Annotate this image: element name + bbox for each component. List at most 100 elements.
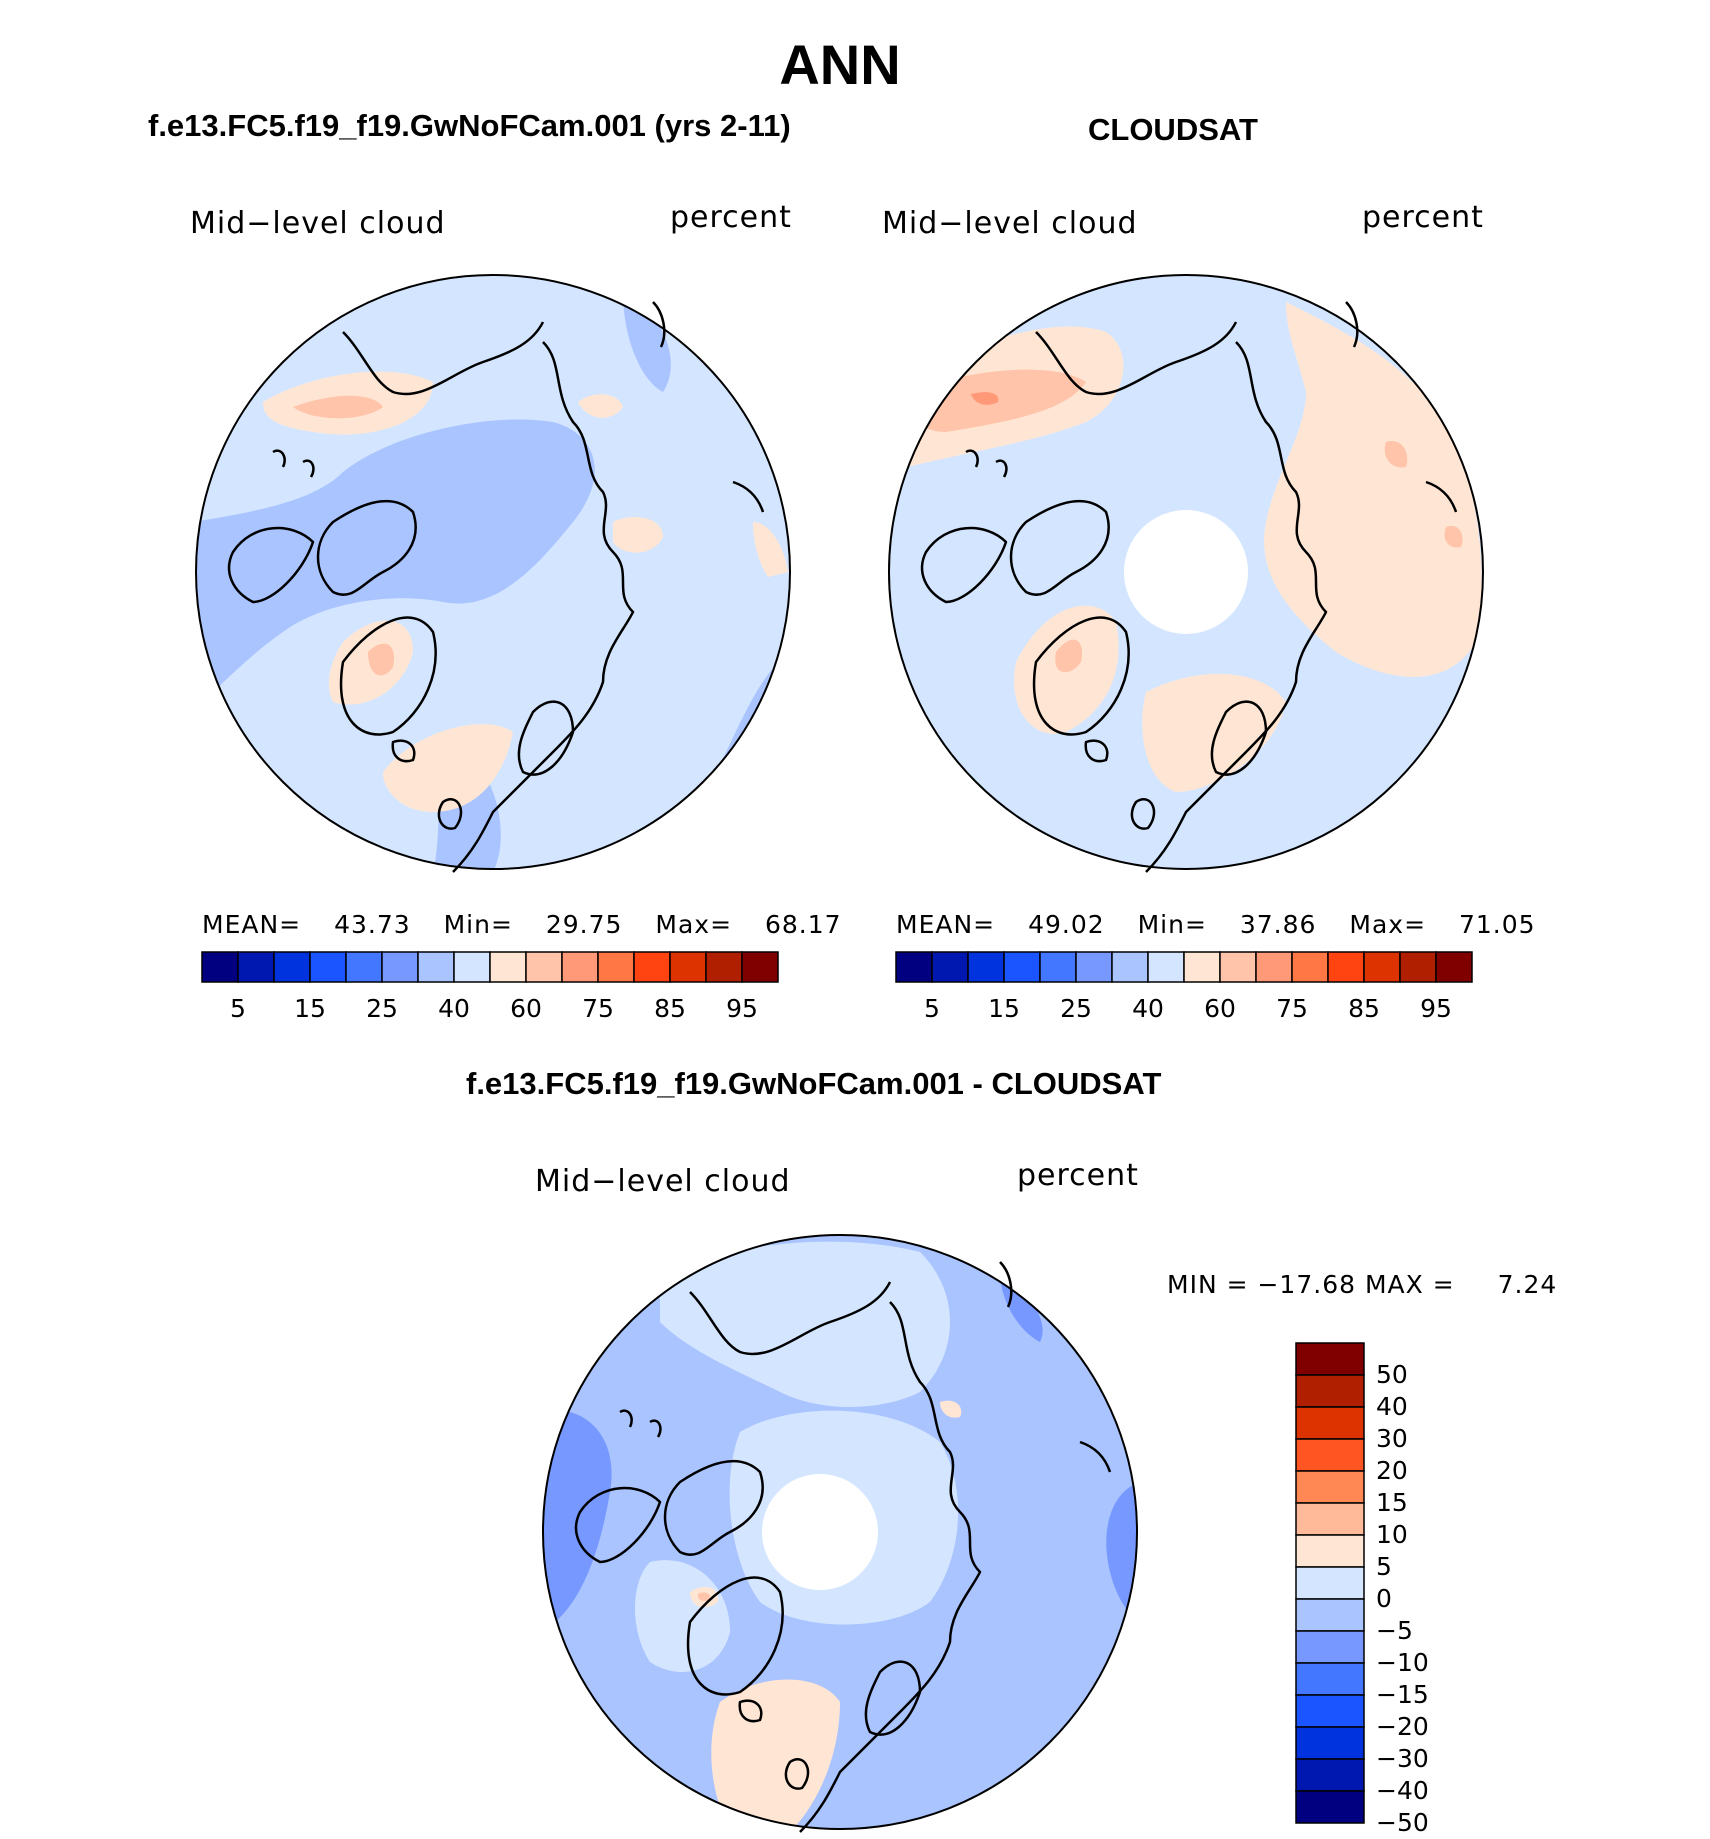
model-colorbar-box	[201, 951, 239, 983]
model-subtitle: f.e13.FC5.f19_f19.GwNoFCam.001 (yrs 2-11…	[148, 108, 791, 143]
diff-units-label: percent	[1017, 1158, 1139, 1193]
diff-colorbar-ticks: 50 40 30 20 15 10 5 0 −5 −10 −15 −20 −30 −40 −50	[1376, 1343, 1496, 1837]
obs-colorbar-box	[1327, 951, 1365, 983]
obs-max-label: Max=	[1349, 910, 1427, 939]
diff-field-light-north	[660, 1241, 950, 1407]
obs-variable-label: Mid−level cloud	[882, 206, 1138, 241]
model-field-salmon-greenland	[368, 643, 394, 676]
diff-max-value: 7.24	[1497, 1270, 1558, 1299]
model-coastlines	[227, 301, 765, 873]
model-colorbar-box	[525, 951, 563, 983]
obs-subtitle: CLOUDSAT	[1088, 112, 1258, 147]
obs-colorbar-box	[1147, 951, 1185, 983]
diff-colorbar-tick-label: 0	[1376, 1584, 1392, 1613]
obs-map	[888, 274, 1484, 873]
diff-stats: MIN = −17.68 MAX = 7.24	[1167, 1270, 1557, 1299]
diff-colorbar-box	[1295, 1598, 1365, 1632]
obs-colorbar-tick-label: 5	[924, 994, 940, 1023]
model-colorbar-tick-label: 95	[726, 994, 758, 1023]
diff-colorbar-tick-label: −30	[1376, 1744, 1429, 1773]
diff-colorbar-box	[1295, 1790, 1365, 1824]
obs-field-salmon-east-1	[1384, 441, 1408, 468]
model-colorbar-box	[381, 951, 419, 983]
obs-field-peach-east	[1264, 302, 1482, 677]
model-max-label: Max=	[655, 910, 733, 939]
obs-colorbar-box	[1111, 951, 1149, 983]
diff-colorbar-tick-label: −40	[1376, 1776, 1429, 1805]
model-colorbar-box	[705, 951, 743, 983]
diff-colorbar-box	[1295, 1758, 1365, 1792]
model-mean-value: 43.73	[334, 910, 411, 939]
model-colorbar-ticks: 5 15 25 40 60 75 85 95	[202, 994, 778, 1024]
diff-colorbar-box	[1295, 1534, 1365, 1568]
diff-stats-text: MIN = −17.68 MAX =	[1167, 1270, 1455, 1299]
obs-field-orange-northwest	[971, 392, 999, 405]
figure-title: ANN	[779, 33, 901, 96]
diff-coastlines	[574, 1261, 1112, 1833]
obs-missing-pole	[1124, 510, 1248, 634]
obs-colorbar-tick-label: 75	[1276, 994, 1308, 1023]
model-field-blue-northeast	[623, 292, 671, 392]
diff-colorbar-tick-label: 50	[1376, 1360, 1408, 1389]
obs-colorbar-box	[1075, 951, 1113, 983]
obs-coastlines	[920, 301, 1458, 873]
model-colorbar-box	[561, 951, 599, 983]
model-stats: MEAN= 43.73 Min= 29.75 Max= 68.17	[202, 910, 842, 939]
obs-min-label: Min=	[1137, 910, 1207, 939]
model-colorbar-tick-label: 25	[366, 994, 398, 1023]
model-field-salmon-north	[293, 395, 383, 419]
obs-colorbar-tick-label: 40	[1132, 994, 1164, 1023]
diff-colorbar-box	[1295, 1630, 1365, 1664]
obs-colorbar-box	[1219, 951, 1257, 983]
diff-colorbar-tick-label: −10	[1376, 1648, 1429, 1677]
model-units-label: percent	[670, 200, 792, 235]
diff-colorbar-boxes	[1295, 1342, 1365, 1824]
model-field-peach-east-2	[578, 394, 623, 418]
obs-max-value: 71.05	[1459, 910, 1536, 939]
model-colorbar-tick-label: 5	[230, 994, 246, 1023]
obs-field-salmon-greenland	[1055, 639, 1082, 673]
obs-colorbar-box	[1363, 951, 1401, 983]
model-variable-label: Mid−level cloud	[190, 206, 446, 241]
model-min-value: 29.75	[545, 910, 623, 939]
obs-colorbar-box	[1255, 951, 1293, 983]
model-colorbar-tick-label: 15	[294, 994, 326, 1023]
model-colorbar-box	[669, 951, 707, 983]
diff-colorbar-tick-label: 20	[1376, 1456, 1408, 1485]
obs-colorbar	[895, 951, 1473, 983]
diff-colorbar-box	[1295, 1694, 1365, 1728]
diff-colorbar-tick-label: 15	[1376, 1488, 1408, 1517]
diff-field-peach-northeast	[940, 1400, 962, 1418]
diff-colorbar-box	[1295, 1502, 1365, 1536]
model-max-value: 68.17	[765, 910, 842, 939]
obs-colorbar-tick-label: 95	[1420, 994, 1452, 1023]
obs-colorbar-boxes	[895, 951, 1473, 983]
obs-min-value: 37.86	[1239, 910, 1317, 939]
obs-colorbar-ticks: 5 15 25 40 60 75 85 95	[896, 994, 1472, 1024]
obs-colorbar-box	[895, 951, 933, 983]
obs-stats: MEAN= 49.02 Min= 37.86 Max= 71.05	[896, 910, 1536, 939]
diff-colorbar-box	[1295, 1470, 1365, 1504]
diff-field-salmon-greenland	[697, 1592, 711, 1602]
model-colorbar-box	[417, 951, 455, 983]
diff-subtitle: f.e13.FC5.f19_f19.GwNoFCam.001 - CLOUDSA…	[466, 1066, 1162, 1101]
diff-colorbar-tick-label: −5	[1376, 1616, 1413, 1645]
obs-colorbar-box	[1183, 951, 1221, 983]
obs-colorbar-tick-label: 85	[1348, 994, 1380, 1023]
model-field-peach-east-3	[753, 522, 788, 577]
obs-field-salmon-east-2	[1444, 525, 1463, 548]
obs-colorbar-box	[1291, 951, 1329, 983]
obs-mean-label: MEAN=	[896, 910, 996, 939]
obs-units-label: percent	[1362, 200, 1484, 235]
diff-colorbar-box	[1295, 1662, 1365, 1696]
diff-colorbar-box	[1295, 1406, 1365, 1440]
model-colorbar-tick-label: 75	[582, 994, 614, 1023]
diff-colorbar-tick-label: 10	[1376, 1520, 1408, 1549]
obs-colorbar-box	[1435, 951, 1473, 983]
model-colorbar-box	[597, 951, 635, 983]
obs-field-peach-europe	[1142, 673, 1286, 792]
diff-colorbar-tick-label: −50	[1376, 1808, 1429, 1837]
diff-colorbar-box	[1295, 1438, 1365, 1472]
obs-colorbar-tick-label: 60	[1204, 994, 1236, 1023]
obs-colorbar-box	[967, 951, 1005, 983]
